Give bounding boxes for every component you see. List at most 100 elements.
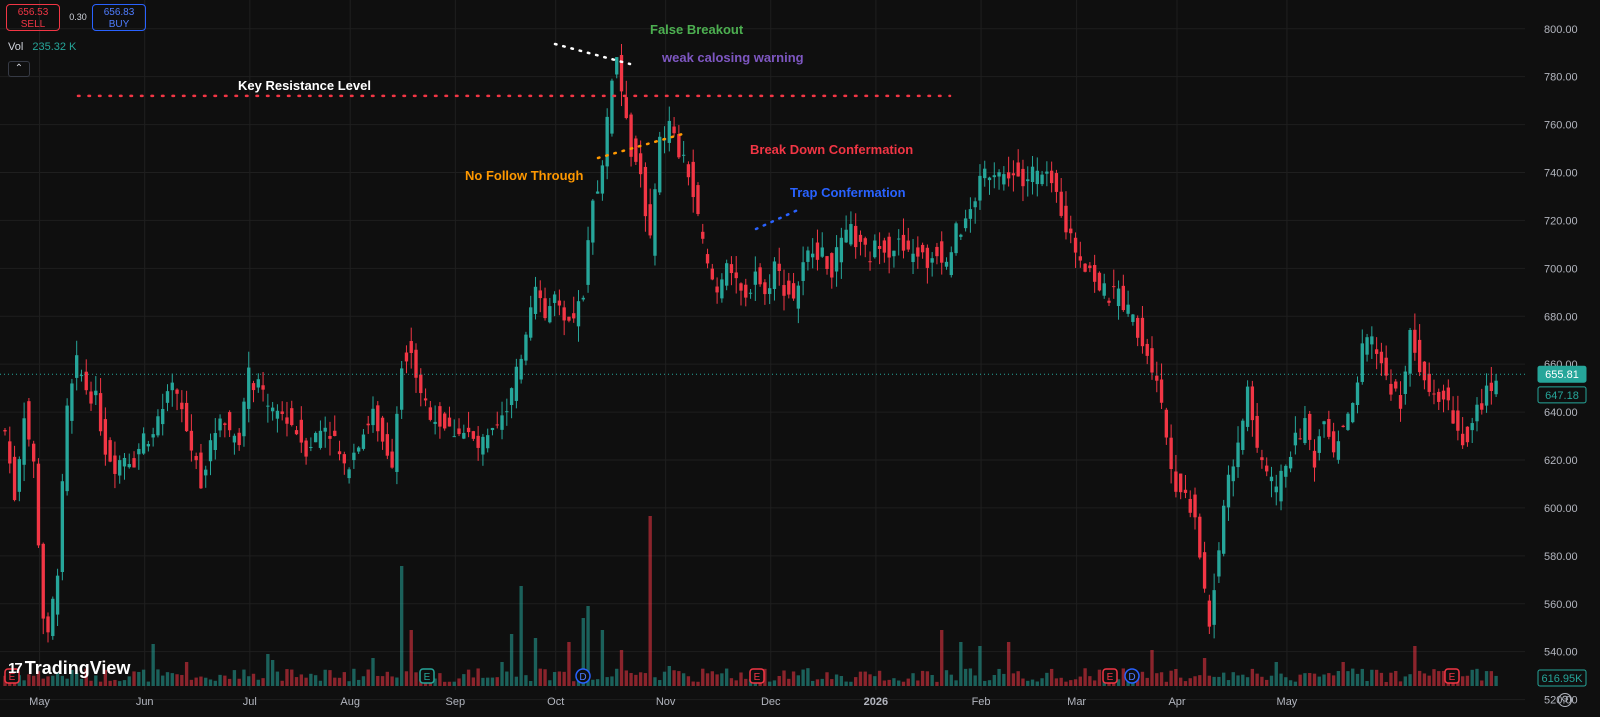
candle-body: [1379, 351, 1384, 364]
candle-body: [1212, 590, 1216, 625]
annotation-label: Trap Confermation: [790, 185, 906, 200]
annotation-label: Key Resistance Level: [238, 78, 371, 93]
candle-body: [782, 285, 786, 296]
candle-body: [17, 459, 22, 492]
candle-body: [84, 371, 88, 391]
gear-icon[interactable]: ⚙: [1558, 693, 1572, 707]
volume-bar: [830, 679, 834, 686]
volume-bar: [1198, 675, 1202, 686]
volume-bar: [452, 681, 456, 686]
candle-body: [1413, 329, 1417, 353]
volume-bar: [304, 677, 308, 686]
volume-bar: [165, 672, 170, 686]
volume-bar: [223, 675, 227, 686]
x-tick-label: Oct: [547, 696, 564, 708]
volume-bar: [767, 681, 772, 686]
sell-button[interactable]: 656.53 SELL: [6, 4, 60, 31]
volume-bar: [323, 669, 327, 686]
volume-bar: [313, 675, 318, 686]
secondary-price-badge-bg: [1537, 386, 1587, 404]
candle-body: [892, 250, 896, 257]
candle-body: [1451, 410, 1455, 424]
volume-bar: [328, 670, 332, 686]
volume-bar: [1207, 675, 1212, 686]
candle-body: [834, 247, 839, 272]
volume-bar: [949, 674, 953, 686]
candle-body: [1202, 552, 1207, 589]
candle-body: [844, 229, 848, 243]
volume-bar: [629, 673, 633, 686]
candle-body: [141, 433, 146, 454]
volume-bar: [1169, 670, 1173, 686]
volume-bar: [141, 669, 146, 686]
candle-body: [1069, 228, 1073, 234]
volume-bar: [1011, 673, 1016, 686]
candle-body: [1341, 425, 1345, 428]
candle-body: [1030, 166, 1035, 183]
volume-bar: [1121, 668, 1126, 686]
event-marker-label: E: [9, 672, 16, 683]
candle-body: [1155, 375, 1159, 381]
candle-body: [376, 405, 380, 432]
volume-bar: [32, 675, 36, 686]
candle-body: [1351, 403, 1355, 423]
volume-bar: [1069, 680, 1073, 686]
candle-body: [543, 298, 547, 319]
volume-bar: [1303, 673, 1307, 686]
candle-body: [438, 406, 442, 427]
candle-body: [1470, 423, 1474, 431]
candle-body: [701, 231, 705, 239]
candle-body: [1054, 173, 1059, 192]
candle-body: [763, 282, 767, 295]
candle-body: [897, 238, 901, 240]
volume-bar: [1097, 669, 1102, 686]
candle-body: [1456, 410, 1460, 431]
candle-body: [55, 575, 60, 615]
candle-body: [1174, 471, 1178, 492]
volume-bar: [333, 677, 337, 686]
volume-bar: [1260, 676, 1264, 686]
volume-bar: [1341, 662, 1345, 686]
candle-body: [572, 313, 576, 319]
candle-body: [1088, 265, 1092, 268]
volume-bar: [586, 606, 590, 686]
volume-bar: [180, 674, 184, 686]
volume-bar: [1494, 675, 1498, 686]
volume-bar: [1231, 672, 1235, 686]
volume-bar: [1135, 678, 1140, 686]
candle-body: [103, 419, 108, 455]
candle-body: [1135, 317, 1140, 338]
event-marker-label: E: [754, 672, 761, 683]
buy-price: 656.83: [103, 7, 135, 18]
x-tick-label: Nov: [656, 696, 676, 708]
candle-body: [146, 444, 151, 447]
volume-bar: [705, 673, 710, 686]
volume-bar: [796, 675, 801, 686]
candle-body: [414, 349, 418, 378]
candle-body: [165, 391, 170, 403]
volume-bar: [744, 678, 748, 686]
candle-body: [1480, 403, 1484, 410]
volume-bar: [662, 671, 667, 686]
last-price-badge: 655.81: [1545, 369, 1579, 381]
collapse-legend-button[interactable]: ⌃: [8, 61, 30, 77]
volume-bar: [1317, 676, 1321, 686]
candle-body: [1078, 256, 1082, 261]
volume-bar: [247, 676, 251, 686]
candle-body: [1049, 170, 1054, 184]
volume-bar: [309, 673, 313, 686]
volume-bar: [820, 678, 824, 686]
candle-body: [901, 234, 906, 251]
candle-body: [820, 247, 824, 257]
annotation-pointer: [553, 42, 632, 66]
candle-body: [691, 161, 695, 198]
volume-bar: [1422, 673, 1427, 686]
candle-body: [1021, 168, 1025, 187]
volume-bar: [113, 679, 117, 686]
volume-bar: [194, 677, 198, 686]
buy-button[interactable]: 656.83 BUY: [92, 4, 146, 31]
volume-bar: [963, 668, 968, 686]
candle-body: [318, 430, 323, 448]
volume-bar: [75, 673, 79, 686]
